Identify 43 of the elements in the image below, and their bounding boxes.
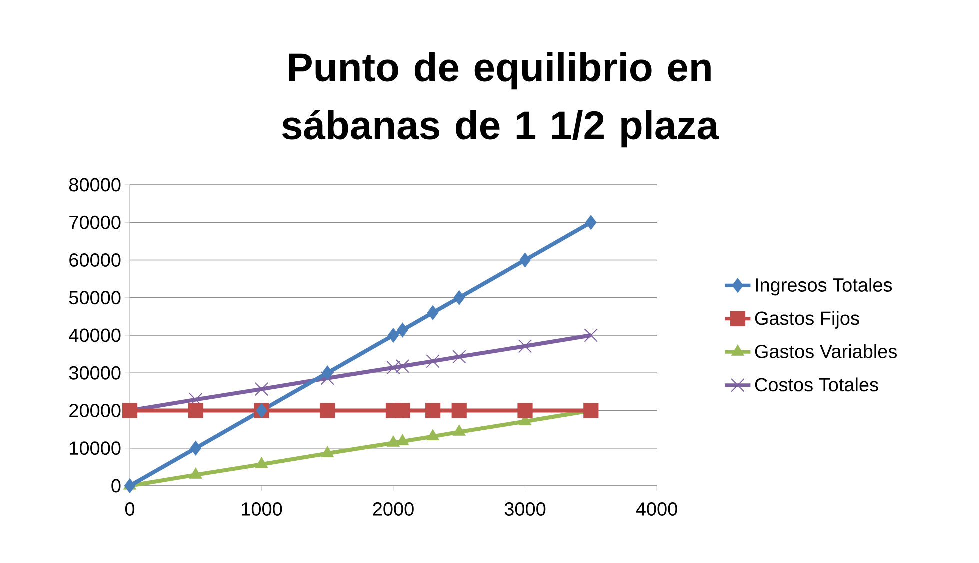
point: [254, 382, 269, 396]
legend-label: Costos Totales: [755, 378, 878, 392]
point: [322, 366, 334, 381]
y-tick-label: 10000: [70, 442, 121, 456]
point: [452, 350, 466, 364]
point: [518, 340, 532, 354]
legend-label: Gastos Fijos: [755, 311, 860, 329]
y-tick-label: 30000: [69, 366, 121, 380]
legend-label: Gastos Variables: [755, 344, 898, 358]
point: [320, 372, 334, 386]
point: [188, 403, 204, 418]
y-tick-label: 60000: [70, 254, 121, 267]
point: [426, 354, 440, 368]
point: [388, 328, 400, 344]
point: [452, 403, 467, 418]
point: [518, 403, 533, 418]
y-tick-label: 0: [112, 479, 121, 493]
point: [427, 305, 439, 320]
point: [520, 252, 531, 268]
point: [320, 403, 336, 418]
point: [585, 215, 597, 230]
y-tick-label: 80000: [69, 178, 121, 192]
x-tick-label: 3000: [504, 502, 546, 516]
point: [190, 440, 202, 456]
legend-label: Ingresos Totales: [756, 278, 892, 296]
point: [454, 290, 466, 306]
point: [386, 360, 400, 375]
x-tick-label: 1000: [242, 502, 282, 516]
point: [396, 359, 410, 374]
y-tick-label: 50000: [69, 291, 121, 305]
point: [584, 403, 599, 418]
x-tick-label: 4000: [636, 502, 678, 516]
point: [124, 478, 136, 494]
point: [395, 403, 410, 418]
point: [397, 322, 408, 338]
y-tick-label: 20000: [70, 404, 121, 418]
x-tick-label: 0: [125, 502, 135, 516]
x-tick-label: 2000: [373, 502, 414, 516]
point: [584, 328, 598, 342]
y-tick-label: 40000: [69, 328, 121, 342]
chart-title: Punto de equilibrio en sábanas de 1 1/2 plaza: [282, 52, 720, 148]
y-tick-label: 70000: [70, 216, 121, 230]
point: [425, 403, 441, 418]
